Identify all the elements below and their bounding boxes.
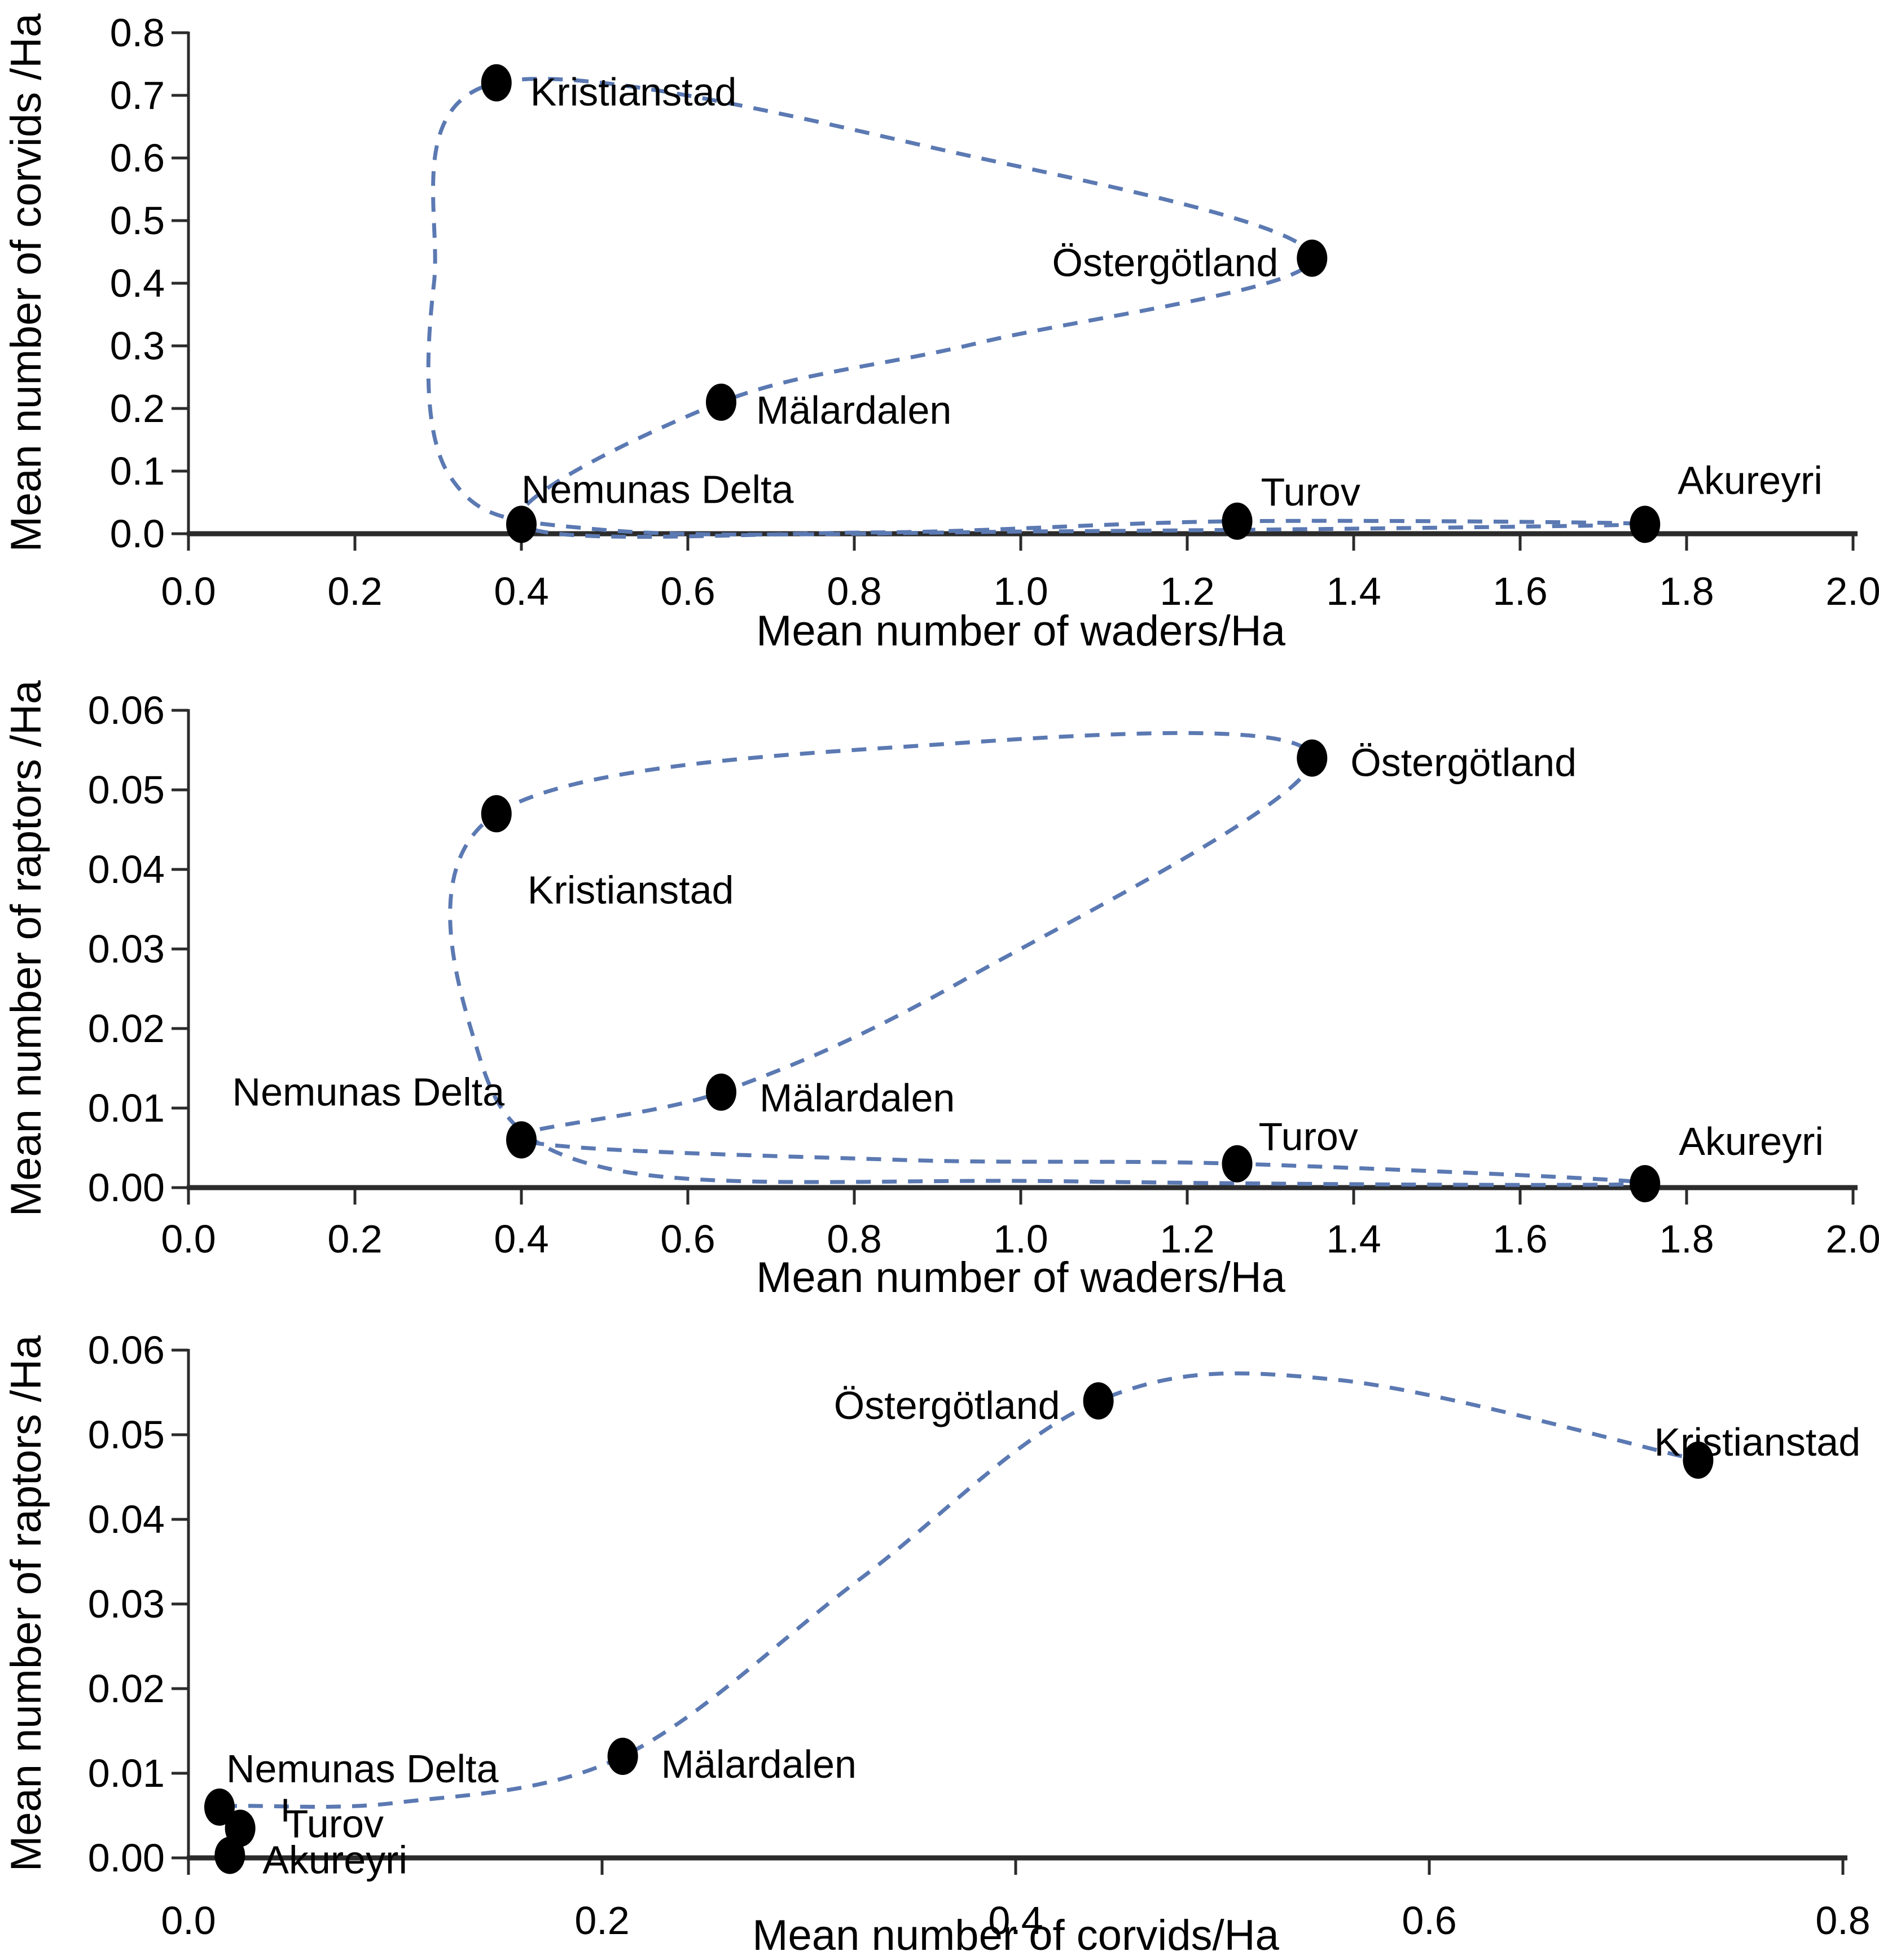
point-label-akureyri: Akureyri [1679,1119,1824,1163]
x-tick-label: 2.0 [1825,1217,1879,1261]
y-tick-label: 0.2 [110,386,165,430]
point-label-kristianstad: Kristianstad [1654,1420,1860,1464]
point-label-mälardalen: Mälardalen [756,388,951,432]
x-tick-label: 1.2 [1160,1217,1214,1261]
y-axis-title: Mean number of raptors /Ha [2,1335,50,1871]
point-marker-nemunas-delta [506,1121,537,1159]
point-label-östergötland: Östergötland [834,1383,1060,1427]
y-tick-label: 0.3 [110,324,165,368]
y-tick-label: 0.0 [110,512,165,556]
point-label-akureyri: Akureyri [262,1838,407,1882]
x-tick-label: 0.4 [494,1217,548,1261]
x-tick-label: 1.8 [1659,1217,1714,1261]
y-tick-label: 0.02 [88,1007,165,1051]
x-tick-label: 0.0 [161,1899,216,1943]
point-marker-akureyri [1630,506,1661,543]
point-marker-östergötland [1297,739,1328,777]
x-tick-label: 0.6 [660,569,715,613]
x-tick-label: 1.4 [1326,569,1381,613]
x-axis-title: Mean number of waders/Ha [756,607,1286,653]
x-tick-label: 0.2 [574,1899,629,1943]
chart-raptors-vs-waders: 0.0 0.2 0.4 0.6 0.8 1.0 1.2 1.4 1.6 1.8 2.0 0.00 0.0… [2,680,1879,1302]
y-tick-label: 0.01 [88,1086,165,1130]
x-tick-label: 0.0 [161,569,216,613]
y-axis-title: Mean number of raptors /Ha [2,680,50,1216]
x-tick-label: 1.6 [1492,1217,1547,1261]
point-marker-mälardalen [706,1073,736,1111]
point-marker-östergötland [1083,1382,1114,1420]
y-tick-label: 0.06 [88,1328,165,1372]
x-tick-label: 0.8 [827,1217,881,1261]
point-label-nemunas-delta: Nemunas Delta [232,1070,505,1114]
y-tick-label: 0.5 [110,199,165,243]
x-tick-label: 0.8 [827,569,881,613]
y-tick-label: 0.6 [110,136,165,180]
point-marker-nemunas-delta [506,506,537,543]
x-tick-label: 0.2 [327,569,382,613]
x-axis-title: Mean number of waders/Ha [756,1254,1286,1302]
point-label-mälardalen: Mälardalen [661,1742,857,1786]
x-tick-label: 1.6 [1492,569,1547,613]
x-tick-label: 0.6 [660,1217,715,1261]
chart-raptors-vs-corvids: 0.0 0.2 0.4 0.6 0.8 0.00 0.01 0.02 0.03 0.04 0.05 0… [2,1328,1871,1959]
point-marker-östergötland [1297,239,1328,277]
point-marker-kristianstad [481,64,512,102]
y-tick-label: 0.04 [88,847,165,891]
point-label-mälardalen: Mälardalen [759,1076,955,1120]
point-marker-mälardalen [706,383,736,421]
point-marker-turov [1222,1145,1253,1183]
point-label-kristianstad: Kristianstad [530,70,737,114]
y-axis-title: Mean number of corvids /Ha [2,13,50,552]
y-tick-label: 0.06 [88,688,165,732]
point-label-turov: Turov [1259,1115,1358,1159]
x-tick-label: 1.4 [1326,1217,1381,1261]
point-marker-akureyri [214,1836,245,1874]
x-tick-label: 1.2 [1160,569,1214,613]
point-marker-turov [1222,502,1253,540]
y-tick-label: 0.00 [88,1836,165,1880]
y-tick-label: 0.4 [110,261,165,305]
y-tick-label: 0.04 [88,1497,165,1541]
y-tick-label: 0.00 [88,1166,165,1210]
point-marker-nemunas-delta [204,1788,235,1826]
point-label-kristianstad: Kristianstad [528,868,734,912]
point-marker-kristianstad [481,795,512,833]
x-axis-title: Mean number of corvids/Ha [752,1911,1279,1959]
y-tick-label: 0.05 [88,1413,165,1457]
point-label-turov: Turov [284,1802,384,1846]
point-label-turov: Turov [1261,470,1360,514]
y-tick-label: 0.8 [110,11,165,55]
x-tick-label: 1.0 [993,569,1048,613]
y-tick-label: 0.02 [88,1667,165,1711]
point-label-akureyri: Akureyri [1678,458,1823,502]
point-label-nemunas-delta: Nemunas Delta [521,467,794,511]
x-tick-label: 1.0 [993,1217,1048,1261]
x-tick-label: 2.0 [1825,569,1879,613]
point-marker-akureyri [1630,1164,1661,1202]
x-tick-label: 1.8 [1659,569,1714,613]
point-marker-kristianstad [1683,1442,1714,1479]
y-tick-label: 0.01 [88,1751,165,1795]
y-tick-label: 0.03 [88,1582,165,1626]
y-tick-label: 0.1 [110,449,165,493]
point-label-östergötland: Östergötland [1052,241,1278,285]
trend-dashed-curve [448,731,1649,1187]
y-tick-label: 0.7 [110,73,165,117]
x-tick-label: 0.4 [988,1899,1043,1943]
y-tick-label: 0.03 [88,927,165,971]
x-tick-label: 0.6 [1402,1899,1456,1943]
point-marker-mälardalen [607,1738,638,1775]
chart-corvids-vs-waders: 0.0 0.2 0.4 0.6 0.8 1.0 1.2 1.4 1.6 1.8 2.0 0.0 0.1 0… [2,11,1879,653]
point-label-nemunas-delta: Nemunas Delta [226,1747,499,1791]
x-tick-label: 0.0 [161,1217,216,1261]
point-label-östergötland: Östergötland [1350,741,1577,785]
y-tick-label: 0.05 [88,768,165,812]
x-tick-label: 0.2 [327,1217,382,1261]
x-tick-label: 0.4 [494,569,548,613]
x-tick-label: 0.8 [1815,1899,1870,1943]
